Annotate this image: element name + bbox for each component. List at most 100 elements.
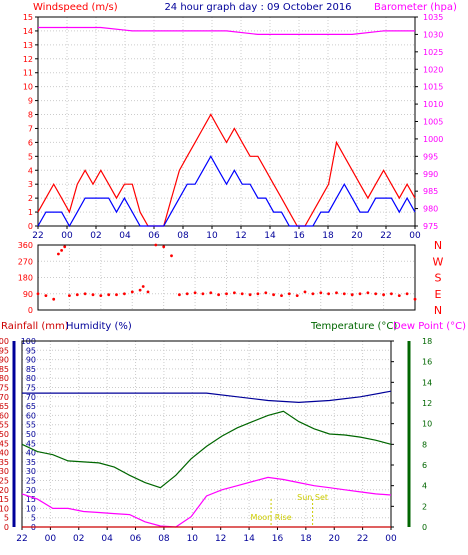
temperature-tick-label: 0	[422, 523, 427, 532]
direction-point	[311, 292, 315, 296]
x-tick-label: 16	[293, 231, 305, 241]
direction-point	[217, 293, 221, 297]
rainfall-tick-label: 90	[0, 356, 9, 365]
direction-point	[63, 245, 67, 249]
direction-point	[272, 293, 275, 297]
humidity-tick-label: 65	[26, 402, 36, 411]
windspeed-tick-label: 11	[23, 69, 33, 78]
temperature-tick-label: 4	[422, 482, 427, 491]
direction-point	[382, 293, 385, 297]
direction-point	[162, 245, 166, 249]
rainfall-tick-label: 100	[0, 337, 9, 346]
temperature-tick-label: 10	[422, 420, 432, 429]
rainfall-tick-label: 25	[0, 477, 9, 486]
direction-point	[280, 294, 283, 297]
direction-point	[123, 292, 126, 296]
x-tick-label: 00	[409, 231, 421, 241]
direction-point	[405, 292, 409, 296]
temperature-tick-label: 2	[422, 502, 427, 511]
barometer-tick-label: 1000	[423, 135, 443, 144]
temperature-tick-label: 6	[422, 461, 427, 470]
x-tick-label: 18	[300, 534, 312, 544]
x-tick-label: 22	[357, 534, 368, 544]
x-tick-label: 02	[73, 534, 84, 544]
annotation-label: Sun Set	[297, 493, 328, 502]
windspeed-label: Windspeed (m/s)	[33, 2, 118, 13]
windspeed-tick-label: 2	[28, 194, 33, 203]
direction-point	[193, 291, 197, 295]
windspeed-tick-label: 12	[23, 55, 33, 64]
series-barometer-line	[38, 26, 415, 36]
series-gust-line	[37, 113, 416, 227]
humidity-tick-label: 10	[26, 504, 36, 513]
direction-point	[52, 297, 56, 301]
series-humidity-line	[22, 390, 392, 404]
direction-point	[130, 290, 134, 294]
rainfall-tick-label: 30	[0, 467, 9, 476]
direction-point	[374, 292, 378, 296]
barometer-tick-label: 1025	[423, 48, 443, 57]
barometer-tick-label: 1035	[423, 13, 443, 22]
humidity-tick-label: 70	[26, 393, 36, 402]
x-tick-label: 06	[130, 534, 142, 544]
direction-point	[57, 252, 60, 256]
barometer-tick-label: 995	[423, 152, 438, 161]
rainfall-tick-label: 0	[4, 523, 9, 532]
windspeed-tick-label: 13	[23, 41, 33, 50]
barometer-tick-label: 985	[423, 187, 438, 196]
rainfall-tick-label: 55	[0, 421, 9, 430]
direction-point	[209, 291, 213, 295]
direction-point	[91, 293, 95, 297]
humidity-tick-label: 20	[26, 486, 36, 495]
direction-point	[295, 294, 299, 297]
direction-point	[68, 294, 71, 297]
barometer-tick-label: 980	[423, 205, 438, 214]
direction-point	[335, 291, 338, 295]
direction-point	[141, 285, 145, 288]
rainfall-tick-label: 75	[0, 384, 9, 393]
rainfall-tick-label: 85	[0, 365, 9, 374]
x-tick-label: 10	[187, 534, 199, 544]
humidity-tick-label: 45	[26, 439, 36, 448]
humidity-tick-label: 15	[26, 495, 36, 504]
direction-point	[44, 294, 48, 297]
windspeed-tick-label: 10	[23, 83, 33, 92]
humidity-tick-label: 60	[26, 411, 36, 420]
x-tick-label: 18	[322, 231, 334, 241]
x-tick-label: 22	[32, 231, 43, 241]
direction-point	[201, 292, 205, 296]
rainfall-tick-label: 20	[0, 486, 9, 495]
direction-point	[83, 292, 87, 296]
direction-point	[36, 292, 40, 296]
direction-point	[287, 292, 291, 296]
humidity-tick-label: 80	[26, 374, 36, 383]
rainfall-label: Rainfall (mm)	[1, 321, 69, 332]
direction-point	[240, 292, 244, 296]
rainfall-tick-label: 45	[0, 439, 9, 448]
humidity-label: Humidity (%)	[66, 321, 132, 332]
rainfall-tick-label: 40	[0, 449, 9, 458]
barometer-tick-label: 1020	[423, 65, 443, 74]
direction-point	[342, 292, 346, 296]
x-tick-label: 00	[61, 231, 73, 241]
direction-point	[264, 291, 268, 295]
direction-point	[99, 294, 103, 297]
x-tick-label: 14	[243, 534, 255, 544]
direction-point	[248, 293, 252, 297]
chart-title: 24 hour graph day : 09 October 2016	[164, 2, 351, 13]
compass-label: S	[435, 272, 442, 285]
direction-point	[146, 290, 150, 294]
wind-barometer-panel: 0123456789101112131415975980985990995100…	[23, 13, 444, 241]
windspeed-tick-label: 15	[23, 13, 33, 22]
direction-point	[358, 292, 362, 296]
direction-point	[327, 292, 330, 296]
rainfall-tick-label: 60	[0, 411, 9, 420]
humidity-tick-label: 50	[26, 430, 36, 439]
barometer-tick-label: 1005	[423, 118, 443, 127]
temperature-label: Temperature (°C)	[310, 321, 397, 332]
barometer-tick-label: 975	[423, 222, 438, 231]
humidity-tick-label: 40	[26, 449, 36, 458]
direction-point	[115, 293, 118, 297]
series-dew_point-line	[21, 476, 392, 528]
